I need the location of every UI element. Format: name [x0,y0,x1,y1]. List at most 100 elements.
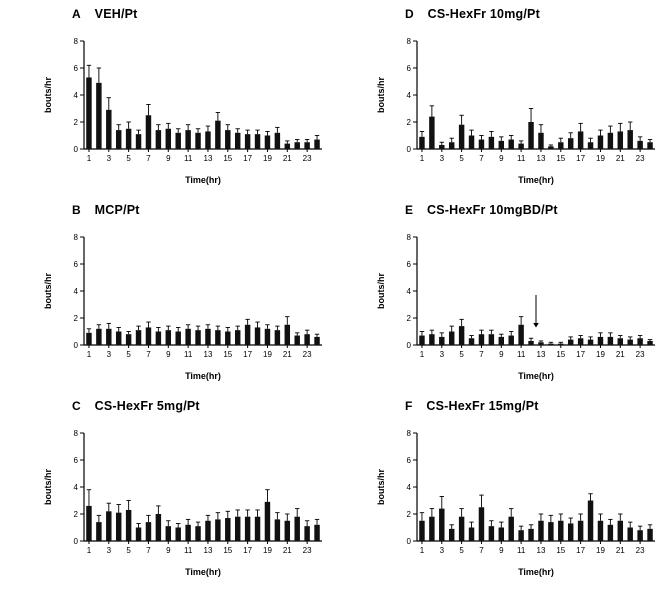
bar [538,520,544,541]
x-tick-label: 17 [576,350,585,359]
y-tick-label: 0 [407,145,412,154]
bar [518,143,524,149]
bar [106,328,112,345]
bar [155,331,162,345]
x-tick-label: 17 [243,154,252,163]
bar [429,334,435,345]
x-tick-label: 15 [556,154,565,163]
bar [96,522,102,541]
bar [185,328,191,345]
x-axis-label: Time(hr) [518,567,554,577]
bar [96,328,102,345]
bar [607,336,614,345]
panel-title: CS-HexFr 5mg/Pt [94,399,200,413]
x-tick-label: 15 [556,350,565,359]
bar [488,526,495,541]
x-tick-label: 11 [184,546,193,555]
panel-E: E CS-HexFr 10mgBD/Pt 0 2 4 6 8 1 3 5 7 9 11 13 15 17 1… [333,196,666,392]
x-tick-label: 11 [184,154,193,163]
y-tick-label: 4 [74,287,79,296]
x-axis-label: Time(hr) [518,175,554,185]
bar [195,330,201,345]
x-tick-label: 15 [556,546,565,555]
bar [145,115,152,149]
x-tick-label: 15 [223,350,232,359]
y-tick-label: 4 [74,91,79,100]
bar [617,338,624,345]
x-tick-label: 1 [87,154,92,163]
x-tick-label: 5 [126,546,131,555]
panel-letter: F [405,399,413,413]
y-axis-label: bouts/hr [43,77,53,113]
bar [518,530,524,541]
panel-letter: A [72,7,81,21]
y-axis-label: bouts/hr [43,469,53,505]
bar [294,142,300,149]
x-tick-label: 7 [479,154,484,163]
bar [488,136,495,149]
x-tick-label: 21 [616,546,625,555]
bar [538,342,544,345]
panel-title: VEH/Pt [94,7,138,21]
x-tick-label: 13 [204,350,213,359]
bar [215,120,221,149]
bar [125,128,132,149]
x-tick-label: 15 [223,546,232,555]
bar [225,518,231,541]
x-tick-label: 23 [303,350,312,359]
y-tick-label: 2 [74,314,79,323]
bar [419,136,425,149]
y-axis-label: bouts/hr [376,77,386,113]
x-tick-label: 19 [596,154,605,163]
bar [627,527,633,541]
bar [548,343,554,345]
x-tick-label: 3 [440,546,445,555]
bar [468,527,475,541]
x-tick-label: 19 [596,546,605,555]
x-tick-label: 19 [596,350,605,359]
bar [508,139,514,149]
y-tick-label: 8 [74,37,79,46]
bar [135,527,142,541]
bar [195,526,201,541]
y-axis-label: bouts/hr [376,469,386,505]
bar [274,132,281,149]
bar [587,339,594,345]
bar [234,330,241,345]
y-tick-label: 6 [407,64,412,73]
bar [567,138,574,149]
x-tick-label: 3 [107,154,112,163]
bar [607,132,614,149]
bar [244,134,251,149]
bar [314,139,320,149]
bar [637,140,643,149]
x-tick-label: 15 [223,154,232,163]
x-tick-label: 17 [576,546,585,555]
panel-header: F CS-HexFr 15mg/Pt [373,399,666,423]
bar [419,520,425,541]
bar [597,336,604,345]
y-tick-label: 6 [407,260,412,269]
x-tick-label: 19 [263,546,272,555]
x-tick-label: 19 [263,154,272,163]
bar [215,519,221,541]
bar [254,327,261,345]
bar [264,328,271,345]
bar [264,135,271,149]
bar [86,332,92,345]
y-tick-label: 8 [74,233,79,242]
bar [304,142,310,149]
panel-header: B MCP/Pt [40,203,333,227]
panel-letter: C [72,399,81,413]
bar [558,343,564,345]
x-tick-label: 7 [146,154,151,163]
bar [458,124,465,149]
panel-F: F CS-HexFr 15mg/Pt 0 2 4 6 8 1 3 5 7 9 11 13 15 17 19 2… [333,392,666,588]
bar [314,524,320,541]
y-tick-label: 8 [407,233,412,242]
y-tick-label: 6 [407,456,412,465]
bar [205,131,211,149]
x-tick-label: 13 [537,154,546,163]
